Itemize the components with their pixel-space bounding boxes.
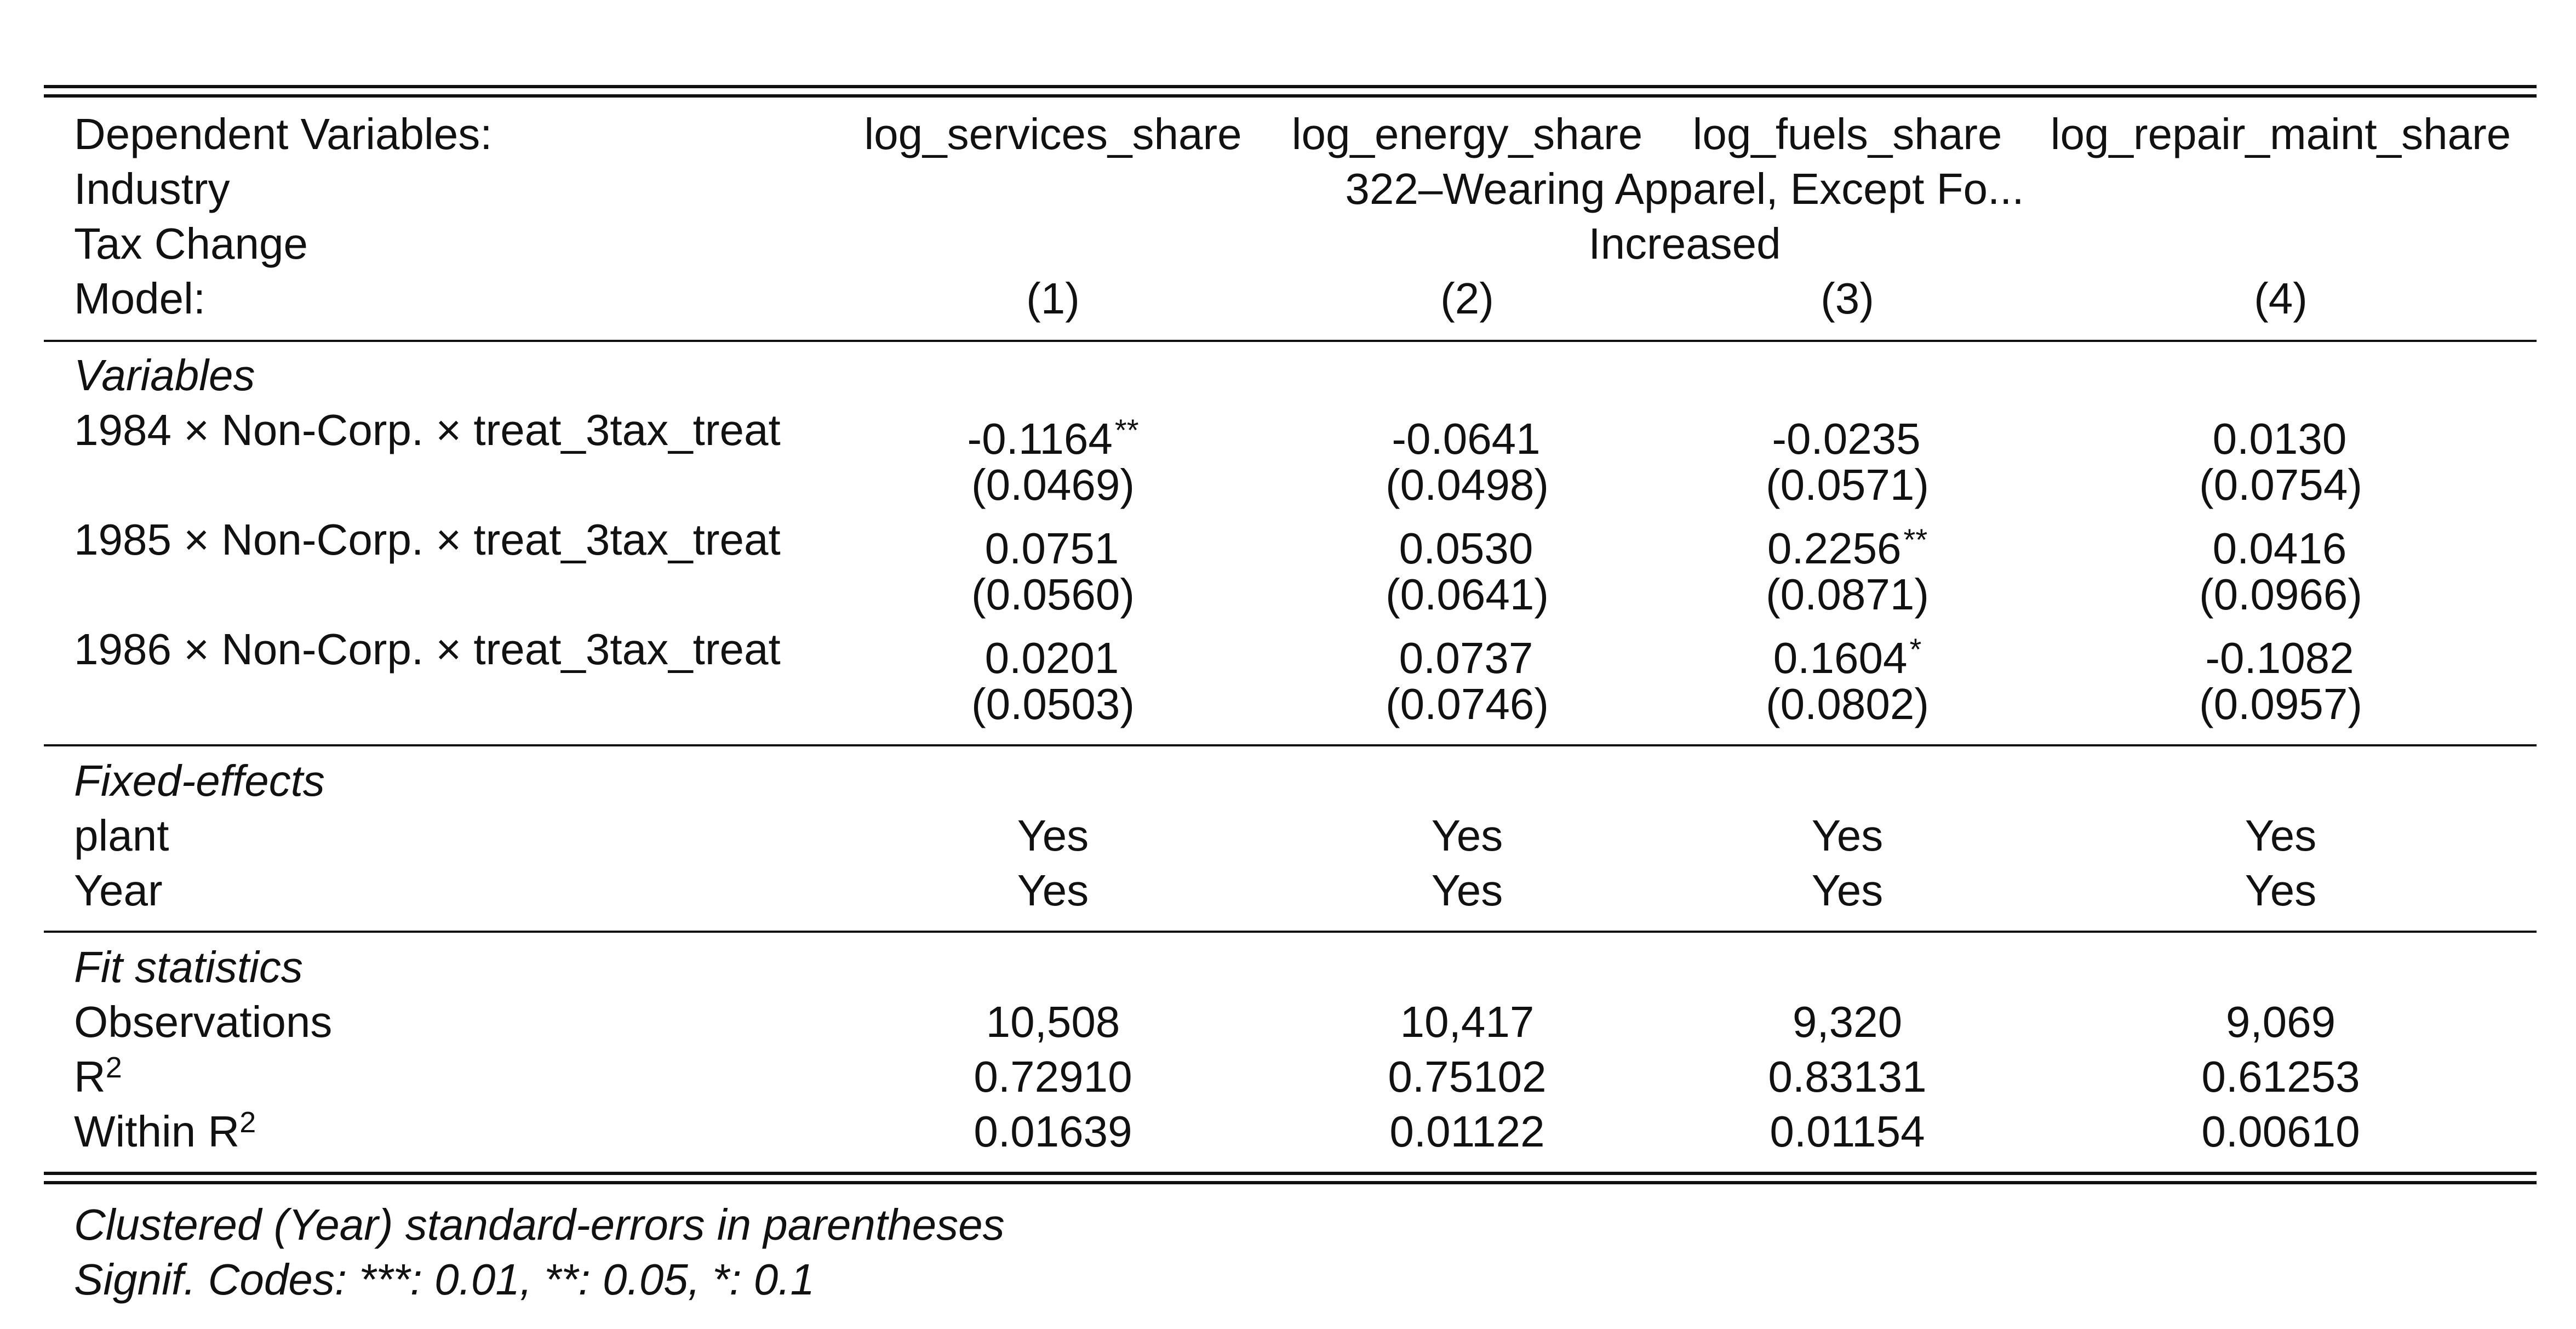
coefficient-cell: 0.0416 bbox=[2213, 512, 2349, 573]
coefficient-value: 0.1604 bbox=[1773, 634, 1908, 682]
dep-var-header: log_services_share bbox=[864, 110, 1242, 158]
standard-error: (0.0754) bbox=[2199, 460, 2362, 509]
within-r2-value: 0.01122 bbox=[1389, 1107, 1545, 1156]
variable-label: 1985 × Non-Corp. × treat_3tax_treat bbox=[74, 515, 781, 564]
observations-value: 9,320 bbox=[1792, 997, 1903, 1046]
model-number: (1) bbox=[1026, 274, 1080, 323]
fixed-effect-value: Yes bbox=[2245, 811, 2317, 860]
coefficient-value: 0.0130 bbox=[2212, 414, 2347, 463]
coefficient-cell: 0.0130 bbox=[2213, 403, 2349, 463]
fixed-effect-value: Yes bbox=[2245, 866, 2317, 915]
coefficient-value: -0.1082 bbox=[2205, 634, 2354, 682]
standard-error: (0.0746) bbox=[1386, 680, 1549, 728]
tax-change-value: Increased bbox=[1588, 219, 1781, 268]
dep-vars-label: Dependent Variables: bbox=[74, 110, 493, 158]
fixed-effect-value: Yes bbox=[1811, 866, 1884, 915]
coefficient-cell: 0.0201 bbox=[985, 622, 1121, 682]
coefficient-value: 0.0737 bbox=[1399, 634, 1533, 682]
coefficient-cell: -0.1082 bbox=[2205, 622, 2356, 682]
model-number: (3) bbox=[1821, 274, 1874, 323]
coefficient-value: 0.0201 bbox=[984, 634, 1119, 682]
standard-error: (0.0957) bbox=[2199, 680, 2362, 728]
r2-value: 0.61253 bbox=[2201, 1052, 2360, 1101]
header-rule bbox=[44, 340, 2537, 342]
within-r2-value: 0.00610 bbox=[2201, 1107, 2360, 1156]
coefficient-cell: 0.2256** bbox=[1767, 512, 1928, 573]
fixed-effect-value: Yes bbox=[1431, 811, 1503, 860]
coefficient-cell: -0.0641 bbox=[1392, 403, 1542, 463]
variable-label: 1986 × Non-Corp. × treat_3tax_treat bbox=[74, 625, 781, 674]
fixed-effect-label: Year bbox=[74, 866, 163, 915]
significance-stars: ** bbox=[1903, 522, 1928, 557]
coefficient-value: 0.0530 bbox=[1399, 524, 1533, 573]
standard-error: (0.0560) bbox=[971, 570, 1135, 619]
section-rule bbox=[44, 931, 2537, 933]
standard-error: (0.0571) bbox=[1766, 460, 1929, 509]
within-r2-value: 0.01639 bbox=[974, 1107, 1132, 1156]
variables-section-title: Variables bbox=[74, 351, 255, 400]
coefficient-value: -0.0641 bbox=[1392, 414, 1541, 463]
dep-var-header: log_repair_maint_share bbox=[2050, 110, 2511, 158]
standard-error: (0.0503) bbox=[971, 680, 1135, 728]
observations-value: 9,069 bbox=[2225, 997, 2336, 1046]
observations-value: 10,508 bbox=[986, 997, 1120, 1046]
r2-value: 0.75102 bbox=[1388, 1052, 1547, 1101]
fixed-effect-value: Yes bbox=[1431, 866, 1503, 915]
standard-error: (0.0469) bbox=[971, 460, 1135, 509]
top-rule bbox=[44, 94, 2537, 98]
model-number: (4) bbox=[2254, 274, 2308, 323]
fit-statistics-section-title: Fit statistics bbox=[74, 943, 303, 991]
bottom-rule bbox=[44, 1172, 2537, 1175]
standard-error: (0.0498) bbox=[1386, 460, 1549, 509]
coefficient-cell: 0.0530 bbox=[1399, 512, 1536, 573]
observations-label: Observations bbox=[74, 997, 333, 1046]
coefficient-value: 0.0416 bbox=[2212, 524, 2347, 573]
fixed-effect-value: Yes bbox=[1017, 866, 1089, 915]
r2-value: 0.83131 bbox=[1768, 1052, 1927, 1101]
tax-change-label: Tax Change bbox=[74, 219, 308, 268]
model-label: Model: bbox=[74, 274, 206, 323]
significance-codes-footnote: Signif. Codes: ***: 0.01, **: 0.05, *: 0… bbox=[74, 1255, 815, 1304]
dep-var-header: log_energy_share bbox=[1291, 110, 1643, 158]
dep-var-header: log_fuels_share bbox=[1692, 110, 2002, 158]
coefficient-value: 0.0751 bbox=[984, 524, 1119, 573]
significance-stars: * bbox=[1909, 632, 1922, 666]
fixed-effect-label: plant bbox=[74, 811, 169, 860]
model-number: (2) bbox=[1440, 274, 1494, 323]
standard-error: (0.0966) bbox=[2199, 570, 2362, 619]
coefficient-cell: 0.0751 bbox=[985, 512, 1121, 573]
standard-error: (0.0871) bbox=[1766, 570, 1929, 619]
within-r2-value: 0.01154 bbox=[1770, 1107, 1925, 1156]
standard-error: (0.0641) bbox=[1386, 570, 1549, 619]
industry-value: 322–Wearing Apparel, Except Fo... bbox=[1345, 164, 2024, 213]
fixed-effects-section-title: Fixed-effects bbox=[74, 756, 325, 805]
coefficient-value: 0.2256 bbox=[1767, 524, 1902, 573]
fixed-effect-value: Yes bbox=[1017, 811, 1089, 860]
bottom-rule bbox=[44, 1181, 2537, 1184]
clustered-se-footnote: Clustered (Year) standard-errors in pare… bbox=[74, 1200, 1005, 1249]
standard-error: (0.0802) bbox=[1766, 680, 1929, 728]
section-rule bbox=[44, 744, 2537, 746]
variable-label: 1984 × Non-Corp. × treat_3tax_treat bbox=[74, 406, 781, 454]
industry-label: Industry bbox=[74, 164, 230, 213]
coefficient-value: -0.1164 bbox=[967, 414, 1113, 463]
r2-value: 0.72910 bbox=[974, 1052, 1132, 1101]
coefficient-cell: 0.1604* bbox=[1773, 622, 1922, 682]
r2-label: R2 bbox=[74, 1051, 122, 1101]
significance-stars: ** bbox=[1114, 413, 1139, 447]
coefficient-value: -0.0235 bbox=[1772, 414, 1921, 463]
observations-value: 10,417 bbox=[1400, 997, 1535, 1046]
top-rule bbox=[44, 85, 2537, 88]
within-r2-label: Within R2 bbox=[74, 1106, 256, 1156]
coefficient-cell: -0.0235 bbox=[1772, 403, 1922, 463]
coefficient-cell: 0.0737 bbox=[1399, 622, 1536, 682]
fixed-effect-value: Yes bbox=[1811, 811, 1884, 860]
coefficient-cell: -0.1164** bbox=[968, 403, 1139, 463]
